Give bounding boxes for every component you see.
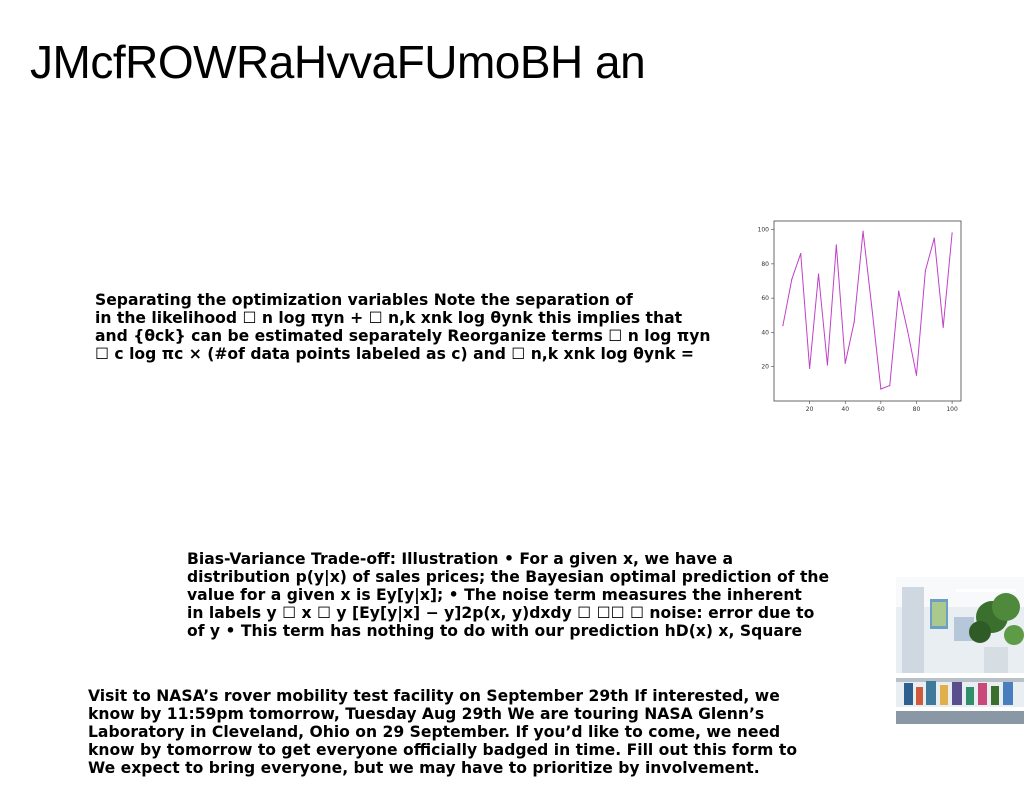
x-tick-label: 100 xyxy=(946,406,958,413)
text-line: Visit to NASA’s rover mobility test faci… xyxy=(88,687,780,705)
text-line: in the likelihood ☐ n log πyn + ☐ n,k xn… xyxy=(95,309,683,327)
text-line: of y • This term has nothing to do with … xyxy=(187,622,803,640)
data-point xyxy=(817,273,820,275)
text-line: value for a given x is Ey[y|x]; • The no… xyxy=(187,586,802,604)
paragraph-optimization: Separating the optimization variables No… xyxy=(95,291,710,363)
text-line: in labels y ☐ x ☐ y [Ey[y|x] − y]2p(x, y… xyxy=(187,604,815,622)
plot-area xyxy=(773,220,962,402)
data-point xyxy=(942,326,944,328)
text-line: know by 11:59pm tomorrow, Tuesday Aug 29… xyxy=(88,705,765,723)
x-tick-label: 40 xyxy=(841,406,849,413)
data-point xyxy=(809,367,811,370)
line-chart: 20 40 60 80 100 20 40 60 80 100 xyxy=(752,214,968,416)
text-line: and {θck} can be estimated separately Re… xyxy=(95,327,711,345)
data-point xyxy=(835,244,837,246)
y-tick-label: 20 xyxy=(761,364,769,371)
data-point xyxy=(951,232,953,234)
storefront-photo xyxy=(896,577,1024,724)
y-tick-label: 80 xyxy=(761,261,769,268)
data-point xyxy=(871,307,873,310)
data-point xyxy=(826,364,829,366)
data-point xyxy=(906,330,909,332)
text-line: Bias-Variance Trade-off: Illustration • … xyxy=(187,550,734,568)
data-point xyxy=(791,278,793,280)
text-line: Separating the optimization variables No… xyxy=(95,291,633,309)
text-line: Laboratory in Cleveland, Ohio on 29 Sept… xyxy=(88,723,781,741)
data-point xyxy=(853,321,855,323)
data-point xyxy=(862,230,864,232)
data-point xyxy=(933,237,935,239)
text-line: know by tomorrow to get everyone officia… xyxy=(88,741,798,759)
slide-title: JMcfROWRaHvvaFUmoBH an xyxy=(30,36,646,88)
data-point xyxy=(800,252,802,255)
y-tick-label: 40 xyxy=(761,329,769,336)
data-point xyxy=(898,290,900,292)
series-line xyxy=(782,231,953,390)
text-line: We expect to bring everyone, but we may … xyxy=(88,759,760,777)
y-tick-label: 60 xyxy=(761,295,769,302)
data-point xyxy=(889,384,891,387)
data-point xyxy=(924,270,926,272)
data-point xyxy=(844,362,846,364)
data-point xyxy=(782,324,784,327)
x-tick-label: 80 xyxy=(913,406,921,413)
x-tick-label: 20 xyxy=(806,406,814,413)
x-tick-label: 60 xyxy=(877,406,885,413)
chart-svg: 20 40 60 80 100 20 40 60 80 100 xyxy=(758,220,962,413)
paragraph-bias-variance: Bias-Variance Trade-off: Illustration • … xyxy=(187,550,829,640)
data-point xyxy=(915,374,918,376)
text-line: ☐ c log πc × (#of data points labeled as… xyxy=(95,345,694,363)
text-line: distribution p(y|x) of sales prices; the… xyxy=(187,568,830,586)
y-tick-label: 100 xyxy=(758,227,770,234)
paragraph-nasa-visit: Visit to NASA’s rover mobility test faci… xyxy=(88,687,797,777)
data-point xyxy=(880,388,882,390)
storefront-photo-art xyxy=(896,577,1024,724)
